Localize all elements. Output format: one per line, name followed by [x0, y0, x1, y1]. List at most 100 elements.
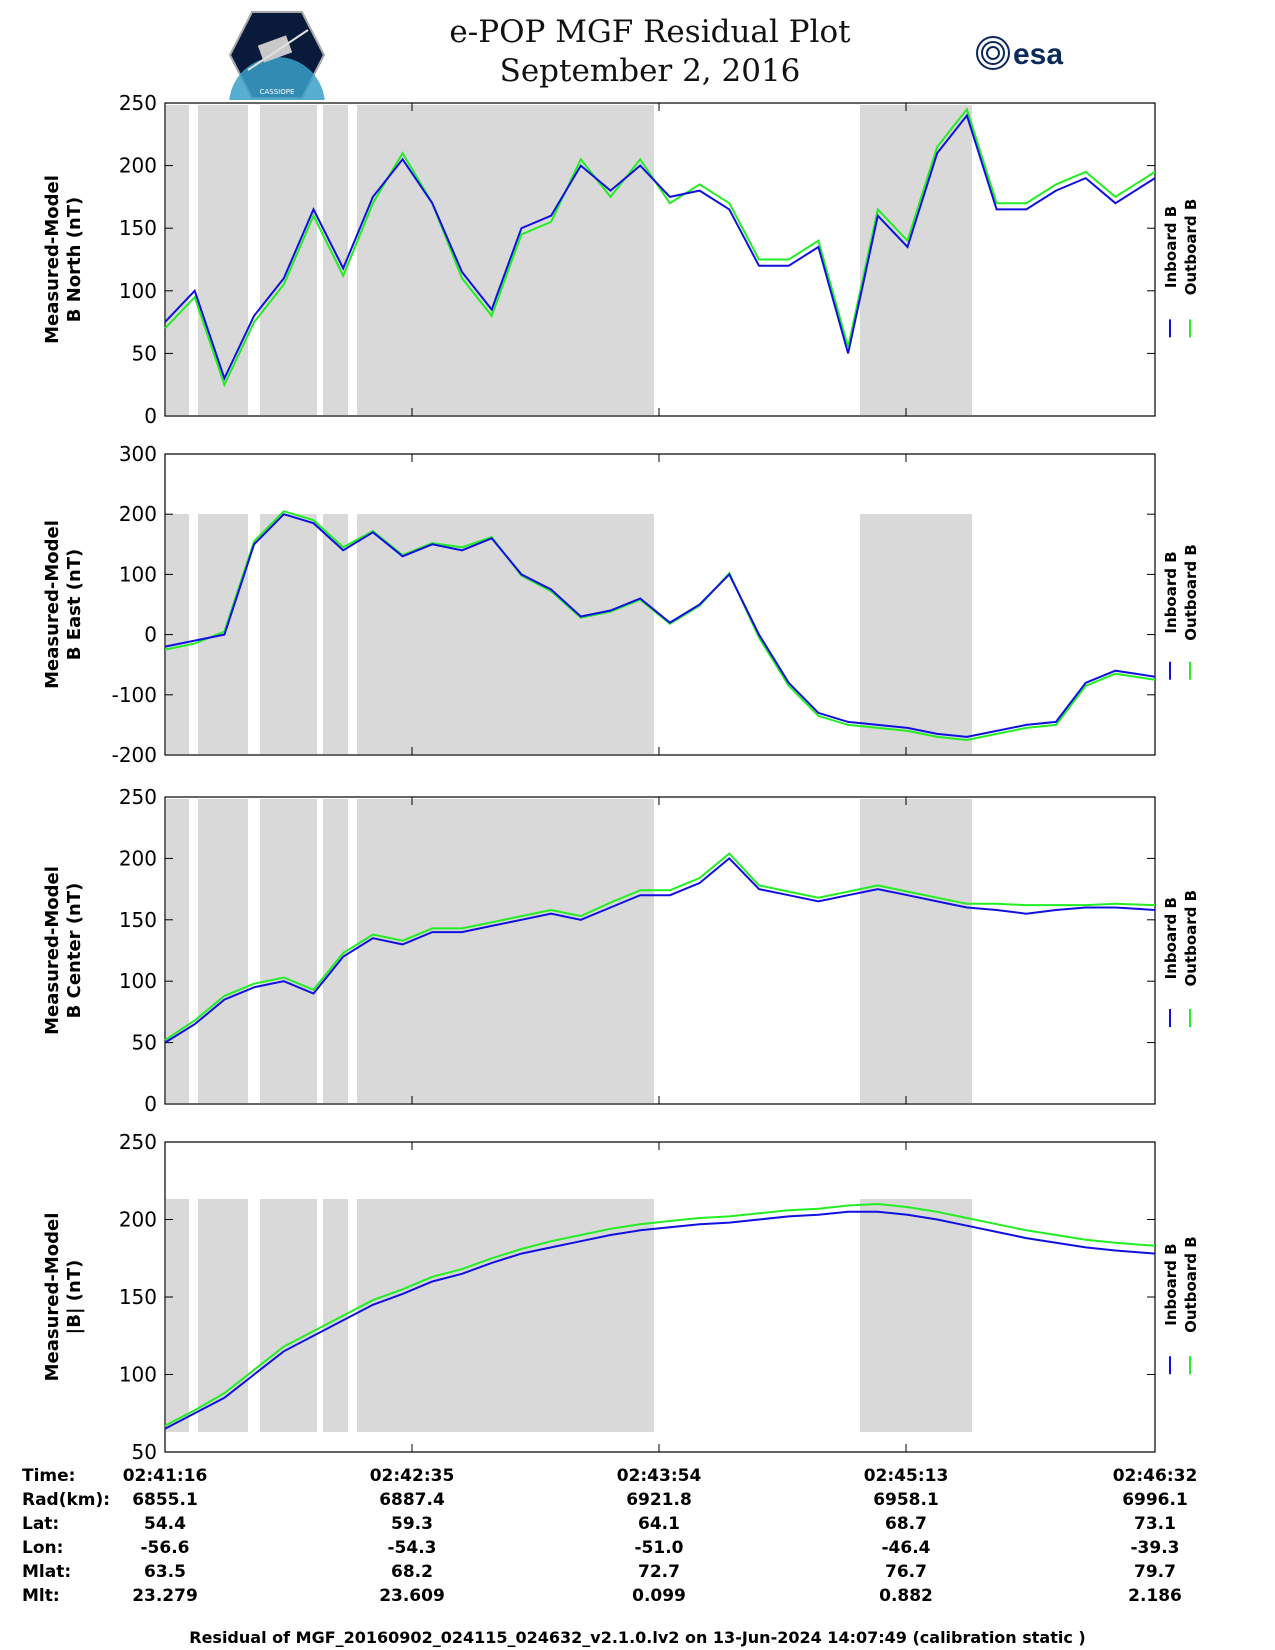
panel-frame [164, 102, 1156, 417]
shade-region [860, 1199, 972, 1432]
y-axis-label-unit: |B| (nT) [64, 1260, 85, 1335]
series-inboard-line [164, 1210, 1156, 1430]
shade-region [166, 1199, 189, 1432]
info-cell: 72.7 [638, 1562, 680, 1582]
esa-logo: esa [976, 36, 1063, 71]
shade-region [260, 514, 317, 754]
legend-label-inboard: Inboard B [1162, 206, 1180, 288]
info-row-label: Mlt: [22, 1586, 60, 1606]
info-cell: 6921.8 [626, 1490, 692, 1510]
y-tick-label: 250 [119, 1130, 157, 1154]
y-tick-label: 0 [144, 623, 157, 647]
logo-right-text: esa [1013, 38, 1063, 71]
cassiope-mission-logo: CASSIOPE [228, 11, 326, 100]
info-cell: -54.3 [387, 1538, 437, 1558]
y-axis-label: Measured-Model [42, 866, 63, 1035]
info-cell: 6958.1 [873, 1490, 939, 1510]
y-tick-label: 200 [119, 154, 157, 178]
info-cell: 54.4 [144, 1514, 186, 1534]
info-cell: -56.6 [140, 1538, 190, 1558]
plot-title: e-POP MGF Residual Plot [449, 14, 851, 50]
info-cell: 02:46:32 [1112, 1466, 1198, 1486]
y-tick-label: 100 [119, 562, 157, 586]
shade-region [260, 799, 317, 1103]
info-cell: 59.3 [391, 1514, 433, 1534]
y-tick-label: 150 [119, 1285, 157, 1309]
y-tick-label: 100 [119, 279, 157, 303]
info-cell: 02:45:13 [863, 1466, 949, 1486]
info-cell: 23.279 [132, 1586, 198, 1606]
y-tick-label: 0 [144, 404, 157, 428]
info-cell: -39.3 [1130, 1538, 1180, 1558]
legend-label-outboard: Outboard B [1182, 199, 1200, 296]
info-cell: 2.186 [1128, 1586, 1182, 1606]
y-tick-label: 250 [119, 91, 157, 115]
logo-left-text: CASSIOPE [260, 88, 295, 96]
shade-region [323, 799, 348, 1103]
y-axis-label-unit: B East (nT) [64, 549, 85, 661]
y-tick-label: 100 [119, 1363, 157, 1387]
shade-region [357, 105, 654, 415]
legend-label-inboard: Inboard B [1162, 1243, 1180, 1325]
y-tick-label: 150 [119, 216, 157, 240]
info-cell: -46.4 [881, 1538, 931, 1558]
shade-region [166, 105, 189, 415]
legend-label-inboard: Inboard B [1162, 897, 1180, 979]
info-cell: 68.2 [391, 1562, 433, 1582]
info-cell: 6996.1 [1122, 1490, 1188, 1510]
info-cell: 0.099 [632, 1586, 686, 1606]
y-tick-label: 50 [132, 341, 157, 365]
shade-region [323, 514, 348, 754]
shade-region [357, 1199, 654, 1432]
legend-label-outboard: Outboard B [1182, 1236, 1200, 1333]
info-cell: 64.1 [638, 1514, 680, 1534]
info-cell: 02:42:35 [369, 1466, 455, 1486]
legend-label-inboard: Inboard B [1162, 551, 1180, 633]
shade-region [357, 514, 654, 754]
shade-region [198, 1199, 248, 1432]
info-row-label: Rad(km): [22, 1490, 111, 1510]
info-cell: -51.0 [634, 1538, 684, 1558]
y-axis-label: Measured-Model [42, 520, 63, 689]
shade-region [860, 105, 972, 415]
y-tick-label: 50 [132, 1440, 157, 1464]
info-cell: 73.1 [1134, 1514, 1176, 1534]
y-tick-label: 0 [144, 1092, 157, 1116]
shade-region [860, 799, 972, 1103]
shade-region [166, 799, 189, 1103]
y-tick-label: 200 [119, 846, 157, 870]
series-outboard-line [164, 1202, 1156, 1427]
info-cell: 68.7 [885, 1514, 927, 1534]
info-cell: 63.5 [144, 1562, 186, 1582]
footer-caption: Residual of MGF_20160902_024115_024632_v… [189, 1628, 1086, 1647]
info-cell: 02:41:16 [122, 1466, 208, 1486]
y-axis-label: Measured-Model [42, 1213, 63, 1382]
info-cell: 0.882 [879, 1586, 933, 1606]
info-row-label: Mlat: [22, 1562, 72, 1582]
shade-region [860, 514, 972, 754]
shade-region [260, 105, 317, 415]
y-axis-label-unit: B North (nT) [64, 197, 85, 323]
y-tick-label: -200 [112, 743, 157, 767]
info-cell: 02:43:54 [616, 1466, 702, 1486]
y-tick-label: 250 [119, 785, 157, 809]
shade-region [357, 799, 654, 1103]
info-cell: 6855.1 [132, 1490, 198, 1510]
info-row-label: Lon: [22, 1538, 64, 1558]
series-inboard-line [164, 513, 1156, 738]
y-tick-label: 200 [119, 1208, 157, 1232]
shade-region [198, 105, 248, 415]
y-tick-label: -100 [112, 683, 157, 707]
shade-region [198, 799, 248, 1103]
legend-label-outboard: Outboard B [1182, 544, 1200, 641]
info-row-label: Time: [22, 1466, 76, 1486]
info-cell: 23.609 [379, 1586, 445, 1606]
y-axis-label-unit: B Center (nT) [64, 883, 85, 1019]
legend-label-outboard: Outboard B [1182, 890, 1200, 987]
y-tick-label: 100 [119, 969, 157, 993]
y-tick-label: 300 [119, 442, 157, 466]
y-axis-label: Measured-Model [42, 175, 63, 344]
panel-frame [164, 453, 1156, 756]
y-tick-label: 150 [119, 908, 157, 932]
